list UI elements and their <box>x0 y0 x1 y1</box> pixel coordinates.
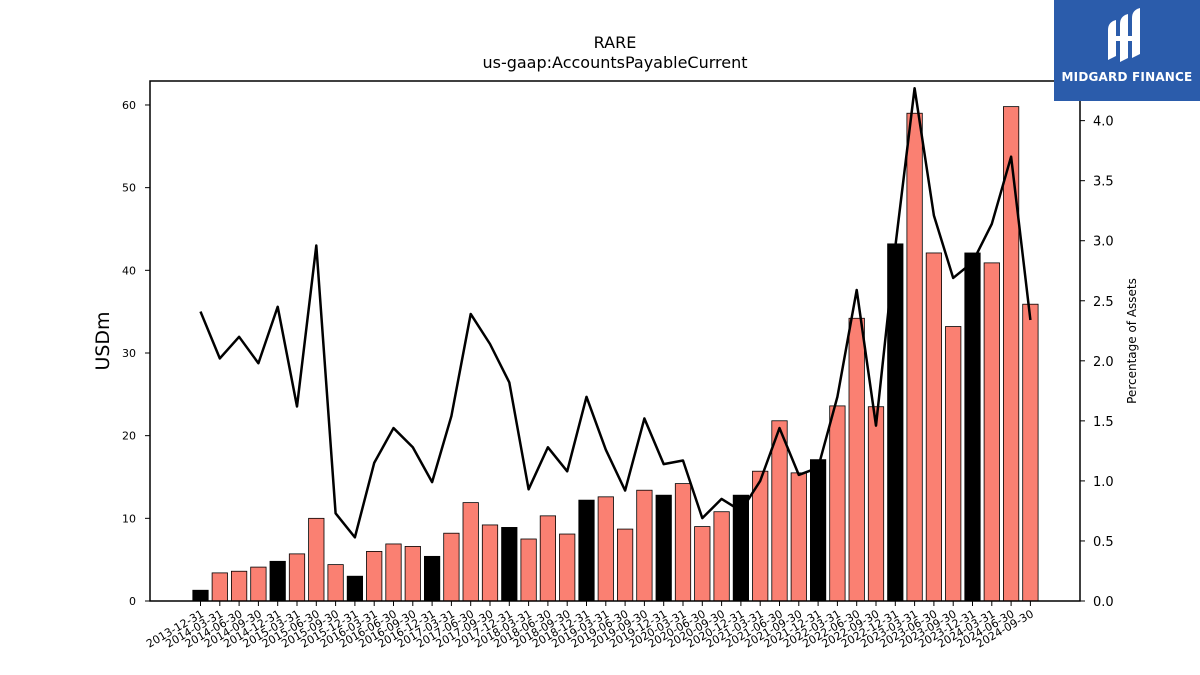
bar-2022-09-30 <box>867 406 885 602</box>
y2-axis-label: Percentage of Assets <box>1125 278 1139 404</box>
chart-subtitle: us-gaap:AccountsPayableCurrent <box>482 53 747 72</box>
y2-tick-label-2.5: 2.5 <box>1093 295 1114 310</box>
y2-tick-label-1.0: 1.0 <box>1093 475 1114 490</box>
bar-2013-12-31 <box>192 589 209 602</box>
right-axis: 0.0 0.5 1.0 1.5 2.0 2.5 3.0 3.5 4.0 <box>1080 115 1114 610</box>
y2-tick-label-3.0: 3.0 <box>1093 235 1114 250</box>
left-axis: 0 10 20 30 40 50 60 <box>122 99 150 608</box>
y-tick-label-0: 0 <box>129 595 136 608</box>
bar-2014-06-30 <box>230 570 248 602</box>
bar-2014-03-31 <box>211 572 228 602</box>
bar-2021-09-30 <box>790 472 807 602</box>
bar-2015-12-31 <box>346 575 364 602</box>
bar-2022-06-30 <box>848 317 865 602</box>
bar-2018-03-31 <box>520 538 537 602</box>
brand-name: MIDGARD FINANCE <box>1061 70 1193 84</box>
bar-2019-12-31 <box>655 494 672 602</box>
y-tick-label-50: 50 <box>122 182 136 195</box>
y2-tick-label-3.5: 3.5 <box>1093 175 1114 190</box>
bar-2024-03-31 <box>983 262 1000 602</box>
bar-2023-03-31 <box>906 112 923 602</box>
bar-2017-06-30 <box>462 502 479 602</box>
y-tick-label-60: 60 <box>122 99 136 112</box>
plot-frame <box>149 80 1081 602</box>
y-axis-label: USDm <box>92 311 114 370</box>
bar-2021-06-30 <box>771 420 788 602</box>
bar-2024-06-30 <box>1003 106 1020 602</box>
bars-layer <box>192 106 1039 602</box>
bar-2023-12-31 <box>964 252 981 602</box>
percentage-of-assets-line <box>199 86 1032 539</box>
bar-2018-12-31 <box>578 499 595 602</box>
y2-tick-label-0.0: 0.0 <box>1093 595 1114 610</box>
bar-2015-09-30 <box>327 564 344 602</box>
y2-tick-label-0.5: 0.5 <box>1093 535 1114 550</box>
bar-2017-12-31 <box>501 527 518 602</box>
y-tick-label-10: 10 <box>122 512 136 525</box>
midgard-logo-icon <box>1108 8 1140 62</box>
y-tick-label-40: 40 <box>122 264 136 277</box>
bar-2014-09-30 <box>250 566 267 602</box>
bar-2022-03-31 <box>829 405 846 602</box>
bar-2016-09-30 <box>404 546 421 602</box>
brand-logo: MIDGARD FINANCE <box>1054 0 1200 101</box>
y2-tick-label-1.5: 1.5 <box>1093 415 1114 430</box>
bar-2016-12-31 <box>423 555 441 602</box>
bar-2017-09-30 <box>481 524 499 602</box>
bar-2024-09-30 <box>1022 303 1039 602</box>
bar-2019-09-30 <box>636 489 653 602</box>
y-tick-label-20: 20 <box>122 430 136 443</box>
y2-tick-label-2.0: 2.0 <box>1093 355 1114 370</box>
bar-2023-06-30 <box>925 252 943 602</box>
bar-2020-03-31 <box>674 483 692 602</box>
bar-2020-06-30 <box>694 526 711 602</box>
chart-title: RARE <box>594 33 637 52</box>
line-layer <box>199 86 1032 539</box>
bar-2015-03-31 <box>288 553 306 602</box>
bar-2016-06-30 <box>385 543 402 602</box>
bar-2021-12-31 <box>810 459 827 602</box>
bar-2019-03-31 <box>597 496 614 602</box>
x-axis: 2013-12-312014-03-312014-06-302014-09-30… <box>144 601 1036 651</box>
bar-2017-03-31 <box>443 532 460 602</box>
bar-2016-03-31 <box>366 551 383 602</box>
bar-2018-09-30 <box>559 533 576 602</box>
bar-2023-09-30 <box>945 326 962 602</box>
y2-tick-label-4.0: 4.0 <box>1093 115 1114 130</box>
bar-2015-06-30 <box>308 517 325 602</box>
y-tick-label-30: 30 <box>122 347 136 360</box>
bar-2018-06-30 <box>539 515 557 602</box>
bar-2014-12-31 <box>269 560 286 602</box>
bar-2020-09-30 <box>713 511 730 602</box>
bar-2019-06-30 <box>617 528 634 602</box>
